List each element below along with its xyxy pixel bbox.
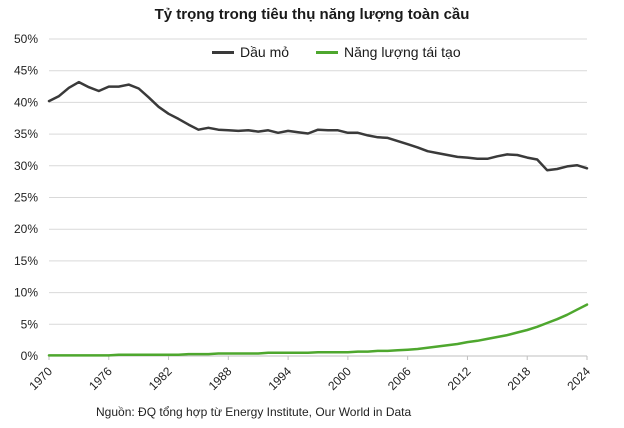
y-tick-label: 35% <box>14 127 38 141</box>
x-tick-label: 1970 <box>26 364 55 393</box>
x-tick-label: 1988 <box>206 364 235 393</box>
legend-label-renewable: Năng lượng tái tạo <box>344 44 461 60</box>
x-tick-label: 2024 <box>564 364 593 393</box>
y-tick-label: 10% <box>14 286 38 300</box>
chart-title: Tỷ trọng trong tiêu thụ năng lượng toàn … <box>154 6 470 23</box>
y-tick-label: 30% <box>14 159 38 173</box>
x-tick-label: 2012 <box>445 364 474 393</box>
y-tick-label: 50% <box>14 32 38 46</box>
legend-item-renewable: Năng lượng tái tạo <box>316 44 461 60</box>
y-tick-label: 15% <box>14 254 38 268</box>
y-tick-label: 20% <box>14 222 38 236</box>
source-note: Nguồn: ĐQ tổng hợp từ Energy Institute, … <box>96 405 412 419</box>
legend-swatch-renewable <box>316 50 338 54</box>
y-tick-label: 40% <box>14 95 38 109</box>
legend-item-oil: Dầu mỏ <box>212 44 289 60</box>
y-tick-label: 5% <box>21 317 39 331</box>
x-tick-label: 2000 <box>325 364 354 393</box>
x-tick-label: 1994 <box>265 364 294 393</box>
legend: Dầu mỏ Năng lượng tái tạo <box>0 44 624 64</box>
x-tick-label: 1982 <box>146 364 175 393</box>
x-tick-label: 1976 <box>86 364 115 393</box>
series-line-oil <box>47 80 589 172</box>
legend-swatch-oil <box>212 50 234 54</box>
y-tick-label: 25% <box>14 191 38 205</box>
series-line-renewable <box>47 303 589 357</box>
legend-label-oil: Dầu mỏ <box>240 44 290 60</box>
y-tick-label: 0% <box>21 349 39 363</box>
y-tick-label: 45% <box>14 64 38 78</box>
x-tick-label: 2006 <box>385 364 414 393</box>
x-tick-label: 2018 <box>505 364 534 393</box>
